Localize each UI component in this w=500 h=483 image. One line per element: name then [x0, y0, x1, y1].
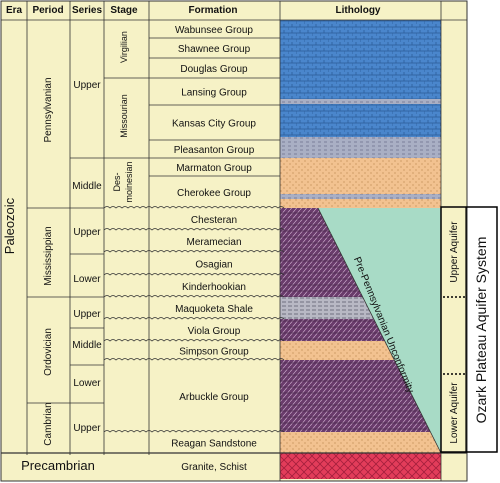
formation-label-maquoketa-shale: Maquoketa Shale [175, 304, 253, 315]
header-period: Period [32, 5, 63, 16]
stage-desmoinesian-line1: Des- [112, 172, 122, 191]
formation-label-douglas: Douglas Group [180, 64, 248, 75]
formation-label-kansas-city: Kansas City Group [172, 119, 256, 130]
header-row: Era Period Series Stage Formation Lithol… [6, 5, 381, 16]
lithology-band-kinderhookian [280, 275, 363, 297]
lithology-column [280, 20, 442, 479]
lithology-band-chesteran [280, 208, 330, 230]
lithology-band-wabunsee [280, 20, 441, 38]
header-series: Series [72, 5, 102, 16]
formation-label-meramecian: Meramecian [186, 237, 241, 248]
lithology-band-viola [280, 319, 385, 341]
lithology-band-maquoketa-shale [280, 297, 374, 319]
era-precambrian: Precambrian [21, 458, 95, 473]
formation-label-lansing: Lansing Group [181, 88, 247, 99]
period-cambrian: Cambrian [43, 402, 54, 445]
formation-label-wabunsee: Wabunsee Group [175, 25, 253, 36]
formation-label-cherokee: Cherokee Group [177, 188, 251, 199]
formation-label-pleasanton: Pleasanton Group [174, 145, 255, 156]
aquifer-panel: Upper Aquifer Lower Aquifer Ozark Platea… [440, 206, 498, 453]
lithology-band-meramecian [280, 230, 341, 252]
series-mississippian-upper: Upper [73, 227, 101, 238]
lithology-thin-layer-2 [280, 137, 441, 140]
formation-label-osagian: Osagian [195, 260, 232, 271]
formation-label-marmaton: Marmaton Group [176, 163, 252, 174]
lithology-band-marmaton [280, 158, 441, 176]
lithology-band-kansas-city [280, 105, 441, 140]
lithology-thin-layer-4 [280, 194, 441, 199]
era-paleozoic: Paleozoic [2, 197, 17, 254]
lithology-band-granite-schist [280, 453, 441, 479]
lithology-band-cherokee [280, 176, 441, 208]
series-ordovician-lower: Lower [73, 378, 101, 389]
header-stage: Stage [110, 5, 138, 16]
header-lithology: Lithology [336, 5, 381, 16]
aquifer-system-box [440, 206, 498, 453]
formation-label-simpson: Simpson Group [179, 347, 249, 358]
series-ordovician-upper: Upper [73, 309, 101, 320]
upper-aquifer-label: Upper Aquifer [449, 221, 460, 283]
series-pennsylvanian-middle: Middle [72, 181, 102, 192]
period-ordovician: Ordovician [43, 328, 54, 376]
formation-label-kinderhookian: Kinderhookian [182, 282, 246, 293]
lithology-band-simpson [280, 341, 395, 360]
lithology-band-reagan-sandstone [280, 432, 441, 453]
formation-label-arbuckle: Arbuckle Group [179, 392, 249, 403]
lithology-band-osagian [280, 252, 352, 275]
header-formation: Formation [189, 5, 238, 16]
series-mississippian-lower: Lower [73, 274, 101, 285]
lower-aquifer-label: Lower Aquifer [449, 382, 460, 444]
stage-desmoinesian-line2: moinesian [124, 161, 134, 202]
period-mississippian: Mississippian [43, 226, 54, 285]
lithology-band-shawnee [280, 38, 441, 58]
formation-label-granite-schist: Granite, Schist [181, 462, 247, 473]
series-ordovician-middle: Middle [72, 340, 102, 351]
formation-label-chesteran: Chesteran [191, 215, 237, 226]
stage-missourian: Missourian [119, 94, 129, 138]
aquifer-system-label: Ozark Plateau Aquifer System [473, 237, 489, 424]
formation-label-shawnee: Shawnee Group [178, 44, 251, 55]
formation-label-viola: Viola Group [188, 326, 241, 337]
lithology-thin-layer-1 [280, 99, 441, 104]
lithology-band-douglas [280, 58, 441, 78]
series-pennsylvanian-upper: Upper [73, 80, 101, 91]
header-era: Era [6, 5, 23, 16]
lithology-band-arbuckle [280, 360, 431, 432]
formation-label-reagan-sandstone: Reagan Sandstone [171, 439, 257, 450]
lithology-thin-layer-3 [280, 153, 441, 158]
stage-virgilian: Virgilian [119, 31, 129, 63]
series-cambrian-upper: Upper [73, 423, 101, 434]
period-pennsylvanian: Pennsylvanian [43, 77, 54, 142]
lithology-band-lansing [280, 78, 441, 105]
unconformity-line [317, 207, 442, 454]
